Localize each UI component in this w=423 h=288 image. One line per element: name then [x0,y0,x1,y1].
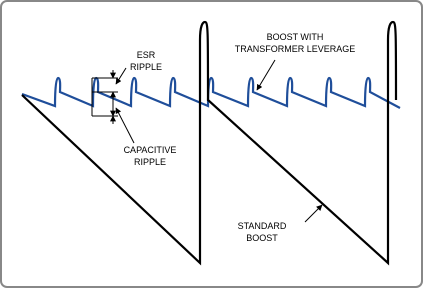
ripple-dimension [91,59,323,223]
label: BOOST WITH [267,32,324,42]
label: STANDARD [238,221,287,231]
label: ESR [137,50,156,60]
standard-boost-waveform [21,20,398,266]
label: CAPACITIVE [124,145,177,155]
label: RIPPLE [130,62,162,72]
label: BOOST [246,233,278,243]
label: RIPPLE [134,157,166,167]
label: TRANSFORMER LEVERAGE [235,44,356,54]
